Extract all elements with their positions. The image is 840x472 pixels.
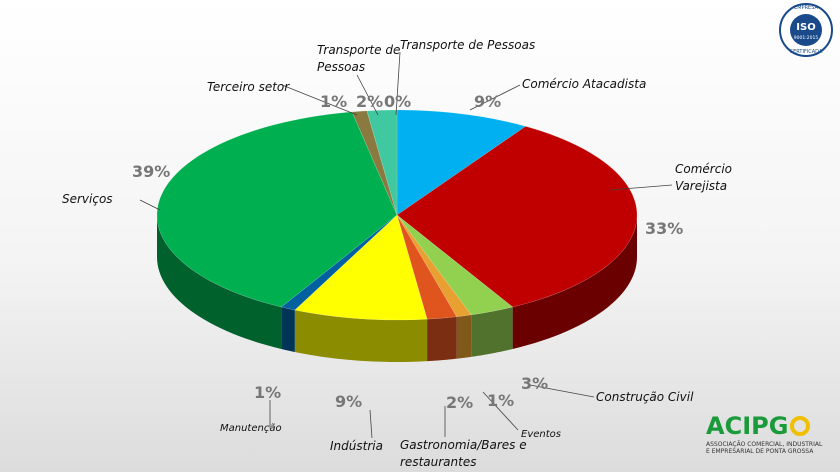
iso-bottom: CERTIFICADA [790, 49, 823, 55]
category-label: Serviços [62, 192, 113, 206]
leader-line [469, 84, 521, 111]
pie-slice [396, 214, 458, 320]
pie-side [471, 307, 513, 357]
iso-badge: EMPRESA ISO 9001:2015 CERTIFICADA [779, 3, 833, 57]
category-label: Terceiro setor [207, 80, 290, 94]
value-label: 2% [356, 92, 384, 111]
category-label: Gastronomia/Bares e restaurantes [400, 438, 527, 469]
pie-slice [351, 110, 398, 216]
value-label: 39% [132, 162, 171, 181]
pie-slice [396, 126, 638, 308]
value-label: 33% [645, 219, 684, 238]
pie-slice [396, 214, 514, 316]
leader-line [609, 184, 673, 191]
category-label: Transporte de Pessoas [317, 43, 401, 74]
pie-slice [366, 109, 398, 216]
iso-title: ISO [796, 22, 815, 33]
category-label: Comércio Atacadista [522, 77, 647, 91]
leader-line [369, 409, 373, 439]
value-label: 1% [320, 92, 348, 111]
value-label: 1% [254, 383, 282, 402]
pie-side [427, 316, 457, 362]
leader-line [356, 74, 379, 116]
pie-sides [157, 215, 637, 362]
value-label: 1% [487, 391, 515, 410]
acipg-logo: ACIPG ASSOCIAÇÃO COMERCIAL, INDUSTRIAL E… [706, 412, 823, 455]
leader-lines [139, 51, 673, 439]
acipg-line2: E EMPRESARIAL DE PONTA GROSSA [706, 448, 814, 455]
leader-line [281, 84, 358, 116]
pie-side [281, 307, 295, 353]
leader-line [139, 199, 161, 211]
pie-slice [156, 111, 398, 308]
pie-slice [396, 214, 472, 317]
leader-line [395, 51, 401, 116]
category-label: Eventos [521, 429, 561, 440]
category-label: Manutenção [220, 423, 282, 434]
value-label: 0% [384, 92, 412, 111]
leader-line [482, 391, 519, 431]
leader-line [529, 384, 595, 398]
pie-slice [396, 109, 527, 216]
pie-slice [294, 214, 428, 321]
pie-side [512, 215, 637, 350]
pie-side [456, 314, 472, 359]
acipg-name: ACIPG [706, 412, 788, 440]
category-label: Construção Civil [596, 390, 694, 404]
iso-top: EMPRESA [794, 5, 818, 11]
iso-standard: 9001:2015 [794, 35, 819, 41]
category-label: Transporte de Pessoas [400, 38, 536, 52]
category-label: Comércio Varejista [675, 162, 732, 193]
pie-side [294, 310, 428, 362]
value-label: 9% [335, 392, 363, 411]
value-label: 3% [521, 374, 549, 393]
value-label: 9% [474, 92, 502, 111]
pie-side [157, 215, 282, 350]
acipg-line1: ASSOCIAÇÃO COMERCIAL, INDUSTRIAL [706, 441, 823, 448]
pie-tops [156, 109, 638, 321]
category-label: Indústria [330, 439, 383, 453]
value-label: 2% [446, 393, 474, 412]
